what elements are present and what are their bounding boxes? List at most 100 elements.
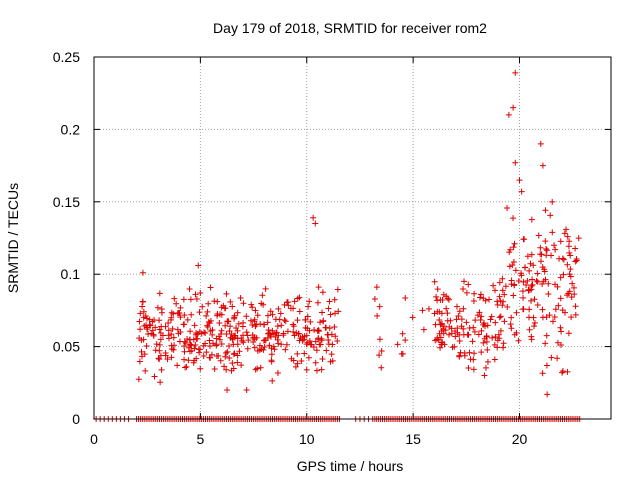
data-point (188, 311, 195, 318)
data-point (187, 328, 194, 335)
data-point (274, 323, 281, 330)
data-point (572, 245, 579, 252)
data-point (240, 339, 247, 346)
data-point (318, 366, 325, 373)
data-point (545, 280, 552, 287)
data-point (177, 314, 184, 321)
data-point (455, 312, 462, 319)
data-point (461, 278, 468, 285)
data-point (162, 323, 169, 330)
data-point (168, 354, 175, 361)
data-point (313, 367, 320, 374)
data-point (490, 282, 497, 289)
y-tick-label: 0.2 (61, 121, 81, 137)
data-point (508, 325, 515, 332)
data-point (567, 266, 574, 273)
data-point (211, 365, 218, 372)
data-point (453, 303, 460, 310)
data-point (441, 323, 448, 330)
data-point (549, 318, 556, 325)
data-point (373, 284, 380, 291)
data-point (317, 319, 324, 326)
data-point (511, 240, 518, 247)
data-point (374, 312, 381, 319)
data-point (510, 104, 517, 111)
data-point (511, 282, 518, 289)
data-point (312, 220, 319, 227)
data-point (497, 327, 504, 334)
data-point (398, 350, 405, 357)
data-point (149, 327, 156, 334)
data-point (528, 251, 535, 258)
data-point (167, 316, 174, 323)
data-point (555, 302, 562, 309)
data-point (376, 303, 383, 310)
data-point (477, 316, 484, 323)
data-point (170, 346, 177, 353)
data-point (482, 297, 489, 304)
data-point (203, 349, 210, 356)
data-point (157, 352, 164, 359)
data-point (438, 341, 445, 348)
data-point (183, 363, 190, 370)
data-point (249, 321, 256, 328)
data-point (564, 261, 571, 268)
data-point (449, 344, 456, 351)
data-point (521, 236, 528, 243)
data-point (197, 290, 204, 297)
data-point (142, 367, 149, 374)
data-point (318, 335, 325, 342)
data-point (306, 298, 313, 305)
data-point (464, 331, 471, 338)
data-point (154, 304, 161, 311)
data-point (141, 322, 148, 329)
data-point (243, 329, 250, 336)
data-point (302, 316, 309, 323)
data-point (230, 365, 237, 372)
data-point (180, 321, 187, 328)
data-point (224, 318, 231, 325)
chart-title: Day 179 of 2018, SRMTID for receiver rom… (213, 20, 487, 36)
data-point (217, 357, 224, 364)
data-point (470, 298, 477, 305)
data-point (568, 294, 575, 301)
data-point (182, 339, 189, 346)
data-point (223, 331, 230, 338)
data-point (508, 314, 515, 321)
data-point (278, 322, 285, 329)
data-point (531, 323, 538, 330)
data-point (378, 347, 385, 354)
data-point (181, 312, 188, 319)
data-point (165, 320, 172, 327)
data-point (282, 318, 289, 325)
data-point (497, 297, 504, 304)
data-point (565, 290, 572, 297)
data-point (452, 333, 459, 340)
data-point (478, 349, 485, 356)
data-point (249, 304, 256, 311)
data-point (470, 366, 477, 373)
data-point (254, 348, 261, 355)
data-point (224, 387, 231, 394)
data-point (512, 69, 519, 76)
data-point (206, 337, 213, 344)
data-point (496, 279, 503, 286)
data-point (192, 342, 199, 349)
data-point (216, 319, 223, 326)
data-point (170, 334, 177, 341)
data-point (546, 312, 553, 319)
data-point (272, 316, 279, 323)
data-point (519, 288, 526, 295)
data-point (262, 285, 269, 292)
data-point (476, 294, 483, 301)
data-point (139, 303, 146, 310)
data-point (284, 328, 291, 335)
data-point (268, 333, 275, 340)
data-point (437, 344, 444, 351)
data-point (251, 344, 258, 351)
y-tick-label: 0.25 (53, 49, 80, 65)
data-point (438, 328, 445, 335)
x-tick-label: 0 (90, 431, 98, 447)
data-point (327, 358, 334, 365)
data-point (466, 349, 473, 356)
